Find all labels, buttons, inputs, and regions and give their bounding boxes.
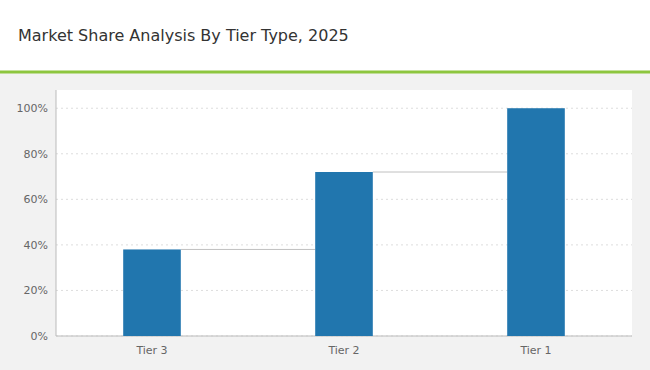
connector [373, 172, 507, 173]
x-tick-label: Tier 3 [135, 344, 167, 357]
y-tick-label: 0% [31, 330, 48, 343]
y-axis-line [56, 90, 57, 336]
chart-svg: Market Share Analysis By Tier Type, 2025… [0, 0, 650, 370]
y-tick-label: 80% [24, 148, 48, 161]
header-rule [0, 71, 650, 74]
x-axis: Tier 3 Tier 2 Tier 1 [135, 344, 551, 357]
y-tick-label: 60% [24, 193, 48, 206]
bar [123, 249, 181, 336]
chart-container: Market Share Analysis By Tier Type, 2025… [0, 0, 650, 370]
plot-area [56, 90, 632, 336]
header [0, 0, 650, 72]
y-tick-label: 20% [24, 284, 48, 297]
x-tick-label: Tier 1 [519, 344, 551, 357]
title: Market Share Analysis By Tier Type, 2025 [18, 26, 349, 45]
connector [181, 249, 315, 250]
background [0, 0, 650, 370]
y-tick-label: 40% [24, 239, 48, 252]
bar [507, 108, 565, 336]
marks [123, 108, 565, 336]
y-tick-label: 100% [17, 102, 48, 115]
bar [315, 172, 373, 336]
y-axis: 0% 20% 40% 60% 80% 100% [17, 102, 632, 343]
x-tick-label: Tier 2 [327, 344, 359, 357]
